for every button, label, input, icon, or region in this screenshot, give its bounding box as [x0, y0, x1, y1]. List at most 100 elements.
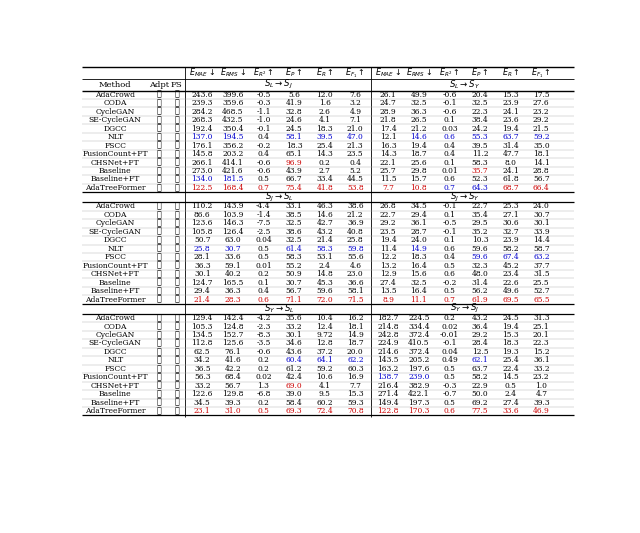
Text: 205.2: 205.2 — [408, 357, 429, 365]
Text: 65.1: 65.1 — [286, 150, 303, 158]
Text: FusionCount+FT: FusionCount+FT — [83, 262, 148, 270]
Text: -2.5: -2.5 — [256, 228, 271, 236]
Text: 37.2: 37.2 — [316, 348, 333, 356]
Text: 350.4: 350.4 — [222, 125, 244, 133]
Text: 52.3: 52.3 — [472, 175, 488, 183]
Text: 0.2: 0.2 — [257, 270, 269, 278]
Text: -4.2: -4.2 — [256, 314, 271, 322]
Text: 58.4: 58.4 — [285, 399, 303, 407]
Text: 25.7: 25.7 — [380, 167, 397, 175]
Text: 0.1: 0.1 — [444, 116, 456, 124]
Text: 23.0: 23.0 — [347, 270, 364, 278]
Text: ✗: ✗ — [175, 108, 179, 116]
Text: 71.5: 71.5 — [347, 296, 364, 304]
Text: 20.4: 20.4 — [472, 91, 488, 99]
Text: 432.5: 432.5 — [222, 116, 244, 124]
Text: -7.5: -7.5 — [256, 220, 271, 228]
Text: 55.3: 55.3 — [472, 133, 488, 141]
Text: ✓: ✓ — [156, 125, 161, 133]
Text: 29.2: 29.2 — [472, 331, 488, 339]
Text: SE-CycleGAN: SE-CycleGAN — [89, 228, 141, 236]
Text: 53.8: 53.8 — [347, 184, 364, 192]
Text: 0.5: 0.5 — [505, 382, 516, 390]
Text: ✓: ✓ — [156, 296, 161, 304]
Text: 18.1: 18.1 — [533, 150, 550, 158]
Text: 334.4: 334.4 — [408, 322, 429, 330]
Text: 410.5: 410.5 — [408, 340, 429, 348]
Text: ✗: ✗ — [156, 262, 161, 270]
Text: 126.4: 126.4 — [222, 228, 244, 236]
Text: 15.3: 15.3 — [347, 390, 364, 398]
Text: 22.7: 22.7 — [380, 211, 397, 219]
Text: AdaTreeFormer: AdaTreeFormer — [85, 184, 145, 192]
Text: 18.7: 18.7 — [347, 340, 364, 348]
Text: ✓: ✓ — [175, 270, 179, 278]
Text: 43.9: 43.9 — [285, 167, 303, 175]
Text: 27.1: 27.1 — [502, 211, 519, 219]
Text: $E_P\uparrow$: $E_P\uparrow$ — [472, 67, 489, 79]
Text: 14.9: 14.9 — [410, 245, 428, 253]
Text: 16.3: 16.3 — [380, 142, 397, 150]
Text: 24.5: 24.5 — [502, 314, 519, 322]
Text: CODA: CODA — [104, 322, 127, 330]
Text: CODA: CODA — [104, 211, 127, 219]
Text: $E_{F_1}\uparrow$: $E_{F_1}\uparrow$ — [346, 66, 365, 80]
Text: ✓: ✓ — [175, 399, 179, 407]
Text: -2.3: -2.3 — [256, 322, 271, 330]
Text: $S_L \rightarrow S_J$: $S_L \rightarrow S_J$ — [264, 78, 293, 91]
Text: 33.2: 33.2 — [286, 322, 303, 330]
Text: 50.7: 50.7 — [194, 236, 211, 244]
Text: ✓: ✓ — [175, 382, 179, 390]
Text: 149.4: 149.4 — [378, 399, 399, 407]
Text: 124.7: 124.7 — [191, 279, 213, 287]
Text: 21.2: 21.2 — [347, 211, 364, 219]
Text: 61.2: 61.2 — [286, 365, 303, 373]
Text: 25.1: 25.1 — [533, 322, 550, 330]
Text: 9.72: 9.72 — [316, 331, 333, 339]
Text: CHSNet+FT: CHSNet+FT — [91, 382, 140, 390]
Text: 414.1: 414.1 — [222, 158, 244, 166]
Text: 59.2: 59.2 — [533, 133, 550, 141]
Text: 15.2: 15.2 — [533, 348, 550, 356]
Text: 4.7: 4.7 — [535, 390, 547, 398]
Text: 62.5: 62.5 — [194, 348, 211, 356]
Text: 59.2: 59.2 — [316, 365, 333, 373]
Text: 58.1: 58.1 — [347, 287, 364, 295]
Text: 112.8: 112.8 — [191, 340, 213, 348]
Text: 21.4: 21.4 — [316, 236, 333, 244]
Text: -0.6: -0.6 — [442, 91, 457, 99]
Text: -3.5: -3.5 — [256, 340, 271, 348]
Text: 38.6: 38.6 — [286, 228, 303, 236]
Text: 7.1: 7.1 — [349, 116, 361, 124]
Text: ✓: ✓ — [175, 287, 179, 295]
Text: ✗: ✗ — [175, 220, 179, 228]
Text: ✗: ✗ — [156, 150, 161, 158]
Text: 181.5: 181.5 — [222, 175, 244, 183]
Text: 143.5: 143.5 — [378, 357, 399, 365]
Text: $E_{RMS}\downarrow$: $E_{RMS}\downarrow$ — [220, 67, 246, 79]
Text: 7.7: 7.7 — [349, 382, 361, 390]
Text: 14.8: 14.8 — [316, 270, 333, 278]
Text: ✗: ✗ — [175, 390, 179, 398]
Text: 14.6: 14.6 — [316, 211, 333, 219]
Text: 28.4: 28.4 — [472, 340, 488, 348]
Text: ✓: ✓ — [175, 150, 179, 158]
Text: $S_Y \rightarrow S_L$: $S_Y \rightarrow S_L$ — [264, 303, 294, 315]
Text: 29.2: 29.2 — [533, 116, 550, 124]
Text: Baseline+FT: Baseline+FT — [91, 287, 140, 295]
Text: 32.5: 32.5 — [472, 99, 488, 107]
Text: 14.1: 14.1 — [533, 158, 550, 166]
Text: AdaCrowd: AdaCrowd — [95, 91, 135, 99]
Text: 38.6: 38.6 — [347, 203, 364, 211]
Text: 0.5: 0.5 — [257, 407, 269, 415]
Text: 86.6: 86.6 — [194, 211, 211, 219]
Text: 0.6: 0.6 — [444, 270, 456, 278]
Text: $S_L \rightarrow S_Y$: $S_L \rightarrow S_Y$ — [449, 78, 481, 91]
Text: 2.4: 2.4 — [505, 390, 516, 398]
Text: Baseline: Baseline — [99, 279, 132, 287]
Text: 20.0: 20.0 — [347, 348, 364, 356]
Text: 4.1: 4.1 — [319, 116, 331, 124]
Text: 69.2: 69.2 — [472, 399, 488, 407]
Text: 243.6: 243.6 — [191, 91, 213, 99]
Text: 45.2: 45.2 — [502, 262, 519, 270]
